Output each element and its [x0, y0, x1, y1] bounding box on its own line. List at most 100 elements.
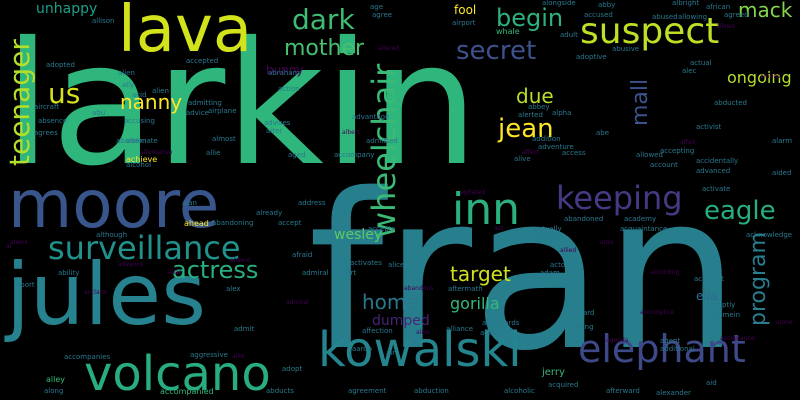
- small-word: accompanied: [160, 387, 214, 396]
- small-word: adventure: [538, 143, 574, 151]
- small-word: along: [44, 387, 64, 395]
- small-word: accompanies: [64, 353, 111, 361]
- small-word: ambits: [760, 73, 781, 80]
- small-word: alice: [388, 261, 405, 269]
- small-word: abby: [598, 1, 616, 9]
- small-word: affection: [362, 327, 393, 335]
- small-word: advises: [264, 119, 291, 127]
- small-word: abducts: [266, 387, 294, 395]
- small-word: agenda: [606, 337, 629, 344]
- word-actress: actress: [172, 256, 259, 284]
- word-lava: lava: [118, 0, 253, 67]
- small-word: abducted: [714, 99, 747, 107]
- small-word: accepts: [368, 225, 396, 233]
- word-jean: jean: [498, 114, 554, 144]
- word-nanny: nanny: [120, 90, 183, 114]
- word-mall: mall: [628, 78, 653, 126]
- small-word: acquaintance: [620, 225, 668, 233]
- small-word: action: [278, 85, 300, 93]
- small-word: allows: [716, 23, 735, 30]
- word-fool: fool: [454, 3, 477, 17]
- small-word: age: [370, 3, 384, 11]
- small-word: agitated: [460, 189, 486, 196]
- small-word: aftermath: [448, 285, 483, 293]
- small-word: abraham: [268, 69, 300, 77]
- small-word: alexander: [656, 389, 691, 397]
- word-wesley: wesley: [334, 227, 383, 243]
- word-elephant: elephant: [578, 327, 746, 371]
- small-word: advance: [118, 261, 144, 268]
- small-word: alarm: [772, 137, 793, 145]
- small-word: actor: [550, 261, 569, 269]
- small-word: agrees: [34, 129, 58, 137]
- small-word: accusing: [124, 117, 155, 125]
- small-word: allowing: [678, 13, 708, 21]
- small-word: jerry: [542, 367, 565, 378]
- small-word: aaron: [352, 345, 373, 353]
- small-word: admitting: [188, 99, 222, 107]
- small-word: account: [650, 161, 678, 169]
- word-elia: elia: [696, 289, 718, 303]
- small-word: alex: [226, 285, 241, 293]
- small-word: agreement: [348, 387, 387, 395]
- small-word: additional: [660, 345, 695, 353]
- word-us: us: [48, 77, 81, 110]
- small-word: alien: [118, 69, 135, 77]
- word-ongoing: ongoing: [727, 68, 792, 87]
- small-word: afford: [538, 233, 559, 241]
- word-kowalski: kowalski: [318, 322, 522, 378]
- small-word: access: [562, 149, 586, 157]
- small-word: accompany: [334, 151, 375, 159]
- small-word: alpha: [552, 109, 572, 117]
- word-mack: mack: [738, 0, 793, 22]
- small-word: affect: [522, 149, 540, 156]
- small-word: alamein: [712, 311, 741, 319]
- small-word: alerted: [518, 111, 543, 119]
- small-word: aged: [288, 151, 306, 159]
- small-word: alec: [682, 67, 697, 75]
- small-word: aggressive: [190, 351, 228, 359]
- small-word: admiral: [302, 269, 329, 277]
- small-word: academy: [624, 215, 657, 223]
- small-word: altered: [378, 45, 400, 52]
- small-word: allowed: [636, 151, 663, 159]
- word-home: home: [362, 290, 419, 314]
- small-word: acid: [132, 91, 147, 99]
- word-begin: begin: [496, 4, 564, 32]
- small-word: airplane: [208, 107, 237, 115]
- small-word: alcohol: [126, 161, 152, 169]
- small-word: abandoning: [212, 219, 254, 227]
- word-larkin: larkin: [4, 6, 479, 204]
- small-word: aging: [574, 323, 594, 331]
- small-word: abduction: [414, 387, 449, 395]
- word-volcano: volcano: [84, 346, 271, 400]
- small-word: abandon: [116, 137, 147, 145]
- small-word: abe: [596, 129, 610, 137]
- small-word: acknowledge: [746, 231, 793, 239]
- small-word: advantage: [352, 113, 390, 121]
- small-word: adam: [540, 269, 560, 277]
- small-word: alive: [514, 155, 531, 163]
- small-word: actual: [690, 59, 712, 67]
- small-word: alibi: [232, 353, 245, 360]
- small-word: accident: [694, 275, 724, 283]
- small-word: address: [298, 199, 326, 207]
- small-word: ally: [122, 81, 135, 89]
- small-word: afterwards: [482, 319, 520, 327]
- word-mother: mother: [284, 36, 365, 61]
- small-word: accepting: [660, 147, 695, 155]
- small-word: allison: [92, 17, 115, 25]
- small-word: african: [706, 3, 731, 11]
- small-word: accused: [584, 11, 613, 19]
- small-word: acquired: [548, 381, 579, 389]
- small-word: abandoned: [564, 215, 604, 223]
- word-unhappy: unhappy: [36, 1, 98, 17]
- small-word: ahead: [184, 219, 209, 228]
- word-inn: inn: [452, 184, 520, 235]
- small-word: accept: [278, 219, 302, 227]
- small-word: alien: [152, 87, 169, 95]
- small-word: albert: [342, 129, 360, 136]
- word-dark: dark: [292, 3, 355, 36]
- small-word: advanced: [696, 167, 731, 175]
- small-word: adopt: [282, 365, 303, 373]
